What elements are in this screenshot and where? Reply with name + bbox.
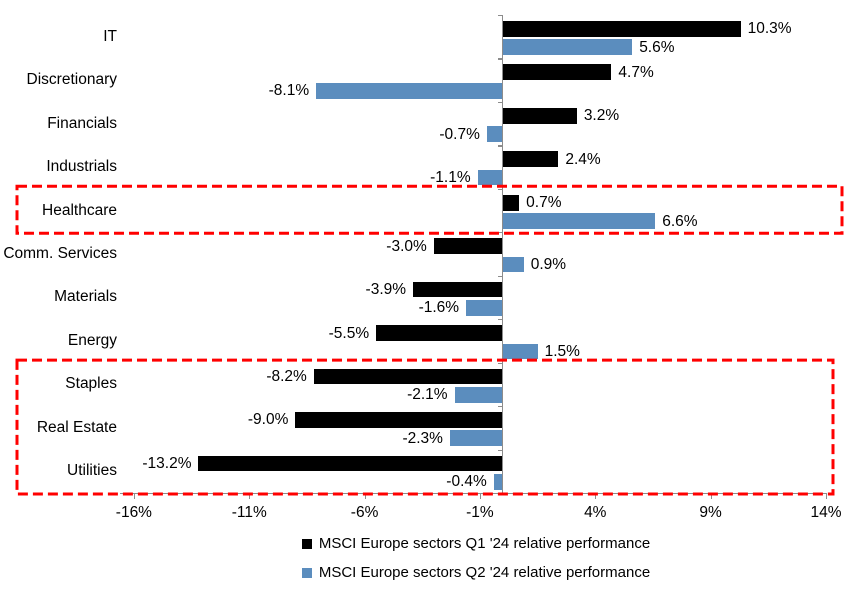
category-label-utilities: Utilities [67,462,117,480]
q2-bar-materials [466,300,503,316]
legend-marker-q2-icon [301,567,312,578]
x-axis-tick-label: -11% [231,504,267,521]
x-axis-tick-label: -1% [466,504,494,521]
q1-bar-energy [376,325,503,341]
q1-bar-industrials [503,151,559,168]
q1-bar-comm-services [433,238,503,254]
value-label: 0.9% [530,256,567,274]
y-axis-tick [497,319,503,321]
value-label: -0.4% [446,473,487,491]
x-axis-tick [825,493,828,499]
category-label-discretionary: Discretionary [26,71,117,89]
q1-bar-discretionary [503,64,612,81]
legend-label-q2: MSCI Europe sectors Q2 '24 relative perf… [318,564,651,581]
value-label: 1.5% [544,342,580,360]
y-axis-tick [497,406,503,408]
value-label: -13.2% [142,454,192,472]
y-axis-tick [497,188,503,190]
q2-bar-it [503,39,633,56]
value-label: -2.1% [407,386,448,404]
q1-bar-staples [313,368,503,385]
x-axis-tick-label: 9% [699,504,722,521]
y-axis-tick [497,101,503,104]
q2-bar-real-estate [449,430,503,447]
q1-bar-healthcare [503,194,520,211]
x-axis-tick-label: -6% [350,504,379,521]
y-axis-tick [497,275,503,277]
category-label-real-estate: Real Estate [36,418,117,436]
category-label-healthcare: Healthcare [42,201,117,219]
value-label: -0.7% [439,125,480,143]
category-label-energy: Energy [67,331,117,349]
value-label: 5.6% [639,38,675,56]
y-axis-tick [497,145,503,147]
value-label: -2.3% [402,429,443,447]
q1-bar-real-estate [295,412,503,428]
y-axis-tick [497,232,503,234]
value-label: -9.0% [247,411,289,429]
value-label: -3.0% [386,237,427,255]
legend-marker-q1-icon [301,538,312,549]
x-axis-tick [710,493,712,499]
q2-bar-discretionary [316,82,503,99]
q1-bar-materials [413,281,503,298]
y-axis-tick [497,449,503,451]
legend-label-q1: MSCI Europe sectors Q1 '24 relative perf… [318,535,651,552]
value-label: -1.6% [418,299,460,317]
y-axis-tick [497,58,503,60]
value-label: 6.6% [662,212,698,230]
category-label-financials: Financials [47,114,117,132]
legend-item-q2: MSCI Europe sectors Q2 '24 relative perf… [301,562,651,583]
value-label: 10.3% [747,20,792,38]
x-axis-tick-label: -16% [115,504,152,521]
y-axis-tick [497,15,503,17]
q2-bar-financials [486,126,503,142]
x-axis-line [120,493,827,495]
q2-bar-energy [503,343,538,360]
y-axis-line [502,15,504,493]
legend-item-q1: MSCI Europe sectors Q1 '24 relative perf… [301,533,651,554]
q2-bar-comm-services [503,256,524,273]
value-label: -8.2% [266,367,307,385]
chart-legend: MSCI Europe sectors Q1 '24 relative perf… [100,533,852,583]
category-label-industrials: Industrials [46,158,117,176]
x-axis-tick [133,493,136,499]
value-label: -5.5% [328,324,370,342]
value-label: -8.1% [268,82,310,100]
x-axis-tick [249,493,251,499]
value-label: -3.9% [365,281,407,299]
q2-bar-healthcare [503,213,656,229]
q1-bar-financials [503,107,577,124]
value-label: 3.2% [583,107,620,125]
y-axis-tick [497,362,503,364]
y-axis-tick [497,493,503,495]
value-label: 4.7% [618,63,654,81]
x-axis-tick [364,493,366,499]
category-label-staples: Staples [65,375,117,393]
category-label-it: IT [103,27,117,45]
q2-bar-staples [454,387,503,403]
q1-bar-utilities [198,455,503,472]
q2-bar-industrials [477,169,503,186]
x-axis-tick-label: 4% [584,504,607,521]
q1-bar-it [503,21,741,37]
x-axis-tick [595,493,597,499]
category-label-comm-services: Comm. Services [3,245,117,262]
value-label: 2.4% [565,150,601,168]
x-axis-tick-label: 14% [810,504,842,521]
category-label-materials: Materials [54,288,117,306]
value-label: -1.1% [430,169,471,187]
value-label: 0.7% [526,194,562,212]
x-axis-tick [479,493,482,499]
